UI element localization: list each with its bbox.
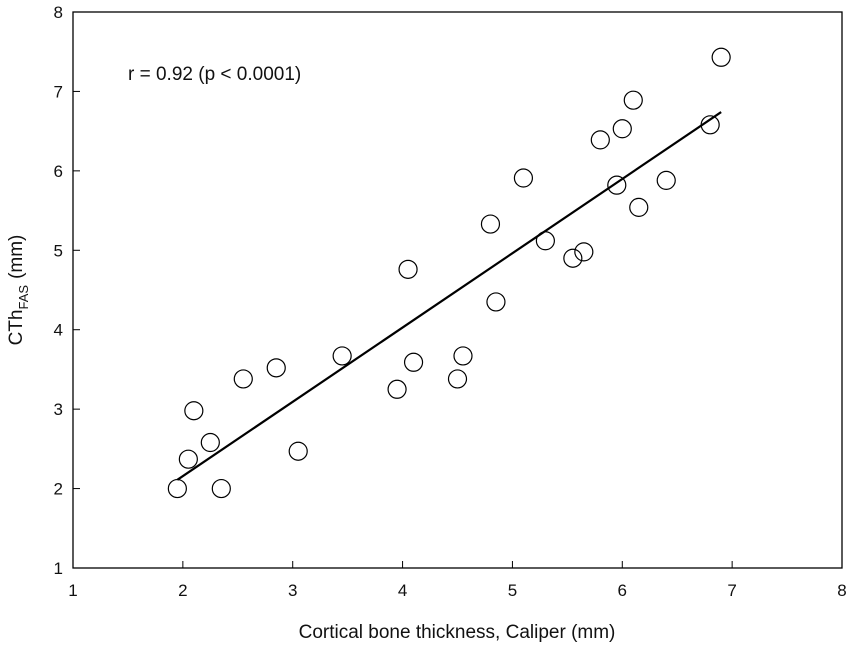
y-label-unit: (mm)	[6, 235, 27, 279]
point	[711, 47, 731, 67]
point	[233, 369, 253, 389]
point	[623, 90, 643, 110]
point	[288, 441, 308, 461]
point	[167, 478, 187, 499]
y-label-main: CTh	[6, 309, 27, 345]
y-tick-label: 2	[54, 480, 63, 499]
point	[332, 346, 352, 366]
point	[178, 449, 198, 469]
x-tick-label: 6	[618, 581, 627, 600]
x-axis-label: Cortical bone thickness, Caliper (mm)	[299, 622, 616, 643]
point	[612, 119, 632, 139]
x-tick-label: 1	[68, 581, 77, 600]
y-tick-label: 7	[54, 82, 63, 101]
point	[629, 197, 649, 217]
y-axis-label: CThFAS (mm)	[6, 235, 31, 346]
fit-line	[176, 111, 722, 481]
point	[453, 346, 473, 366]
point	[563, 248, 583, 268]
y-tick-label: 8	[54, 3, 63, 22]
y-tick-label: 4	[54, 321, 63, 340]
point	[574, 242, 594, 262]
point	[398, 259, 418, 279]
x-tick-label: 2	[178, 581, 187, 600]
point	[266, 358, 286, 378]
y-tick-label: 1	[54, 559, 63, 578]
point	[480, 214, 501, 234]
point	[590, 130, 610, 150]
annotation: r = 0.92 (p < 0.0001)	[128, 64, 301, 85]
point	[403, 352, 424, 372]
x-tick-label: 5	[508, 581, 517, 600]
point	[200, 432, 220, 453]
point	[513, 168, 534, 188]
point	[211, 478, 231, 499]
x-tick-label: 3	[288, 581, 297, 600]
x-tick-label: 8	[837, 581, 846, 600]
point	[656, 170, 676, 190]
y-tick-label: 6	[54, 162, 63, 181]
point	[486, 292, 506, 312]
x-tick-label: 7	[727, 581, 736, 600]
plot-frame	[72, 11, 843, 569]
y-tick-label: 3	[54, 400, 63, 419]
x-tick-label: 4	[398, 581, 407, 600]
y-label-sub: FAS	[16, 285, 31, 310]
point	[607, 175, 627, 195]
y-tick-label: 5	[54, 241, 63, 260]
point	[184, 401, 204, 421]
point	[387, 379, 407, 399]
point	[447, 369, 468, 389]
